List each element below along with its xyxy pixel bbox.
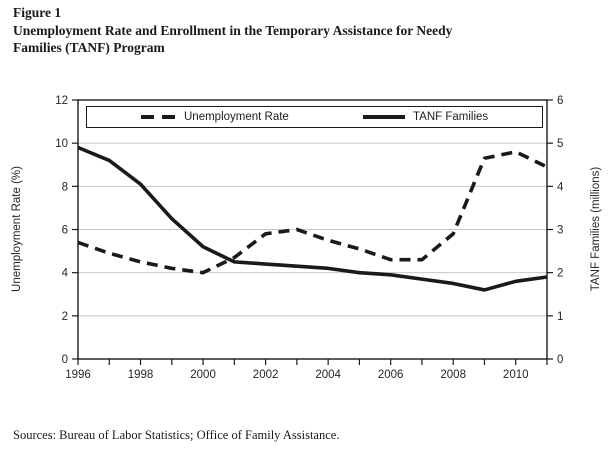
right-axis-tick-label: 0 (557, 354, 563, 366)
right-axis-tick-label: 2 (557, 268, 563, 280)
x-axis-tick-label: 1996 (65, 369, 91, 381)
right-axis-tick-label: 1 (557, 311, 563, 323)
series-line-unemployment-rate (77, 150, 548, 275)
series-line-tanf-families (77, 145, 548, 292)
chart-legend: Unemployment Rate TANF Families (86, 106, 543, 128)
x-axis-tick-label: 2010 (503, 369, 529, 381)
x-axis-tick-label: 2006 (378, 369, 404, 381)
legend-label-tanf-families: TANF Families (413, 111, 489, 123)
figure-header: Figure 1 Unemployment Rate and Enrollmen… (13, 4, 452, 57)
solid-line-sample-icon (363, 115, 405, 119)
left-axis-tick-label: 8 (62, 181, 68, 193)
left-axis-tick-label: 2 (62, 311, 68, 323)
left-axis-tick-label: 0 (62, 354, 68, 366)
left-axis-tick-label: 4 (62, 268, 69, 280)
right-axis-title: TANF Families (millions) (590, 166, 602, 292)
legend-entry-unemployment-rate: Unemployment Rate (141, 107, 289, 127)
source-note: Sources: Bureau of Labor Statistics; Off… (13, 428, 340, 442)
legend-label-unemployment-rate: Unemployment Rate (184, 111, 289, 123)
left-axis-title: Unemployment Rate (%) (11, 166, 23, 292)
left-axis-tick-label: 12 (55, 95, 68, 107)
figure-number: Figure 1 (13, 5, 62, 20)
figure-title-line1: Unemployment Rate and Enrollment in the … (13, 22, 453, 38)
right-axis-tick-label: 3 (557, 225, 563, 237)
legend-entry-tanf-families: TANF Families (363, 107, 488, 127)
dashed-line-sample-icon (141, 115, 176, 119)
left-axis-tick-label: 6 (62, 225, 68, 237)
right-axis-tick-label: 4 (557, 181, 564, 193)
right-axis-tick-label: 5 (557, 138, 563, 150)
left-axis-tick-label: 10 (55, 138, 68, 150)
right-axis-tick-label: 6 (557, 95, 563, 107)
x-axis-tick-label: 1998 (128, 369, 154, 381)
x-axis-tick-label: 2008 (440, 369, 466, 381)
x-axis-tick-label: 2004 (315, 369, 341, 381)
x-axis-tick-label: 2000 (190, 369, 216, 381)
figure-title-line2: Families (TANF) Program (13, 40, 165, 55)
x-axis-tick-label: 2002 (253, 369, 279, 381)
